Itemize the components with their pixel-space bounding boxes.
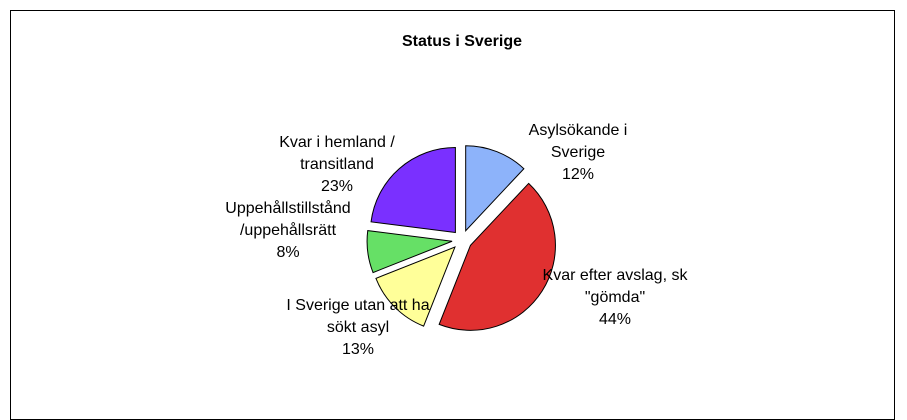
pie-slice <box>370 146 456 234</box>
value-label: 13% <box>341 341 375 358</box>
pie-slice <box>366 230 453 274</box>
slice-label: Kvar efter avslag, sk "gömda" 44% <box>535 265 695 331</box>
category-label: Kvar i hemland / transitland <box>279 134 395 173</box>
slice-label: I Sverige utan att ha sökt asyl 13% <box>278 295 438 361</box>
category-label: Uppehållstillstånd /uppehållsrätt <box>225 200 351 239</box>
category-label: Asylsökande i Sverige <box>528 122 628 161</box>
pie-slice <box>465 145 525 232</box>
pie-slice <box>438 182 556 331</box>
slice-label: Uppehållstillstånd /uppehållsrätt 8% <box>198 198 378 264</box>
value-label: 8% <box>276 244 300 261</box>
slice-label: Asylsökande i Sverige 12% <box>513 120 643 186</box>
pie-slice <box>375 246 456 327</box>
value-label: 44% <box>598 311 632 328</box>
chart-title: Status i Sverige <box>401 33 523 50</box>
category-label: Kvar efter avslag, sk "gömda" <box>542 267 688 306</box>
slice-label: Kvar i hemland / transitland 23% <box>262 132 412 198</box>
value-label: 12% <box>561 166 595 183</box>
category-label: I Sverige utan att ha sökt asyl <box>286 297 430 336</box>
value-label: 23% <box>320 178 354 195</box>
